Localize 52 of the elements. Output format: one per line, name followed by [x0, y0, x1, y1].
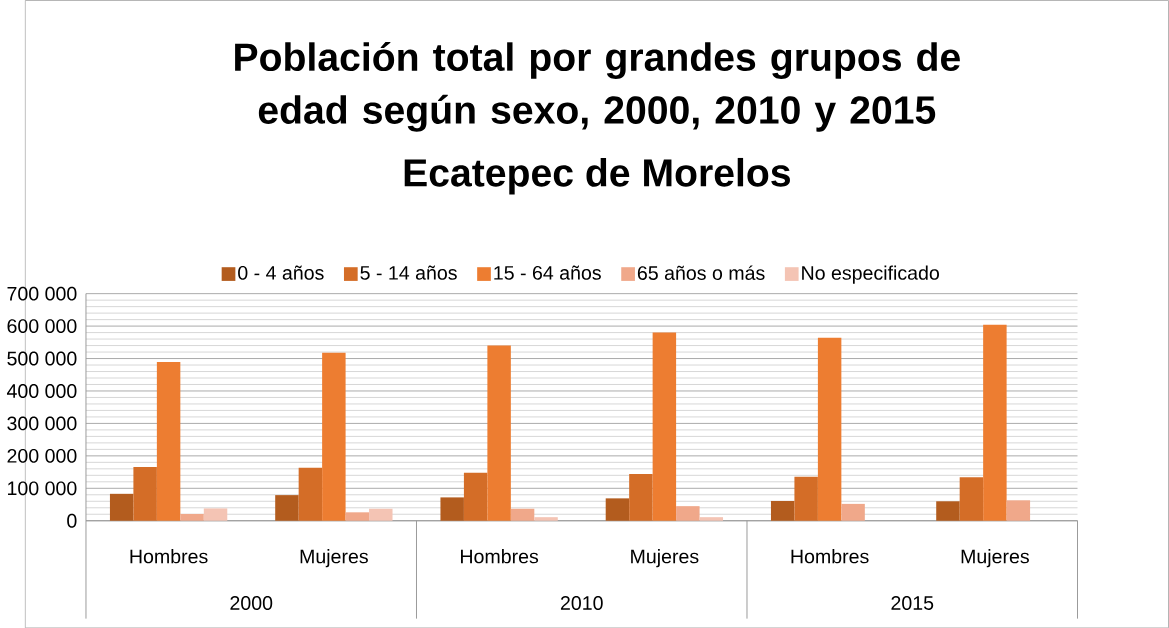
- bar: [817, 337, 842, 521]
- bar: [322, 352, 346, 521]
- y-tick-label: 200 000: [7, 448, 77, 463]
- bar: [983, 324, 1007, 521]
- bar: [959, 477, 984, 521]
- bar: [369, 508, 393, 521]
- bar: [1006, 500, 1031, 521]
- bar: [676, 505, 700, 521]
- bar: [275, 494, 299, 521]
- bar: [841, 503, 865, 521]
- x-tick-label: Hombres: [130, 548, 208, 564]
- text: 2010: [560, 595, 603, 610]
- bar: [203, 508, 228, 521]
- y-tick-label: 600 000: [7, 318, 77, 333]
- x-tick-label: Mujeres: [300, 548, 368, 568]
- chart-subtitle: Ecatepec de Morelos: [404, 157, 790, 195]
- bar: [156, 361, 181, 521]
- bar: [180, 513, 204, 521]
- bar: [487, 345, 511, 521]
- bar: [652, 332, 677, 521]
- text: 2000: [230, 595, 273, 610]
- text: 2015: [891, 595, 934, 610]
- bar: [109, 493, 134, 521]
- bar: [629, 473, 653, 521]
- y-tick-label: 300 000: [7, 416, 77, 431]
- bar: [605, 498, 630, 521]
- bar: [463, 472, 488, 521]
- bar: [298, 467, 323, 521]
- bar: [345, 512, 370, 521]
- legend-label: No especificado: [802, 265, 939, 284]
- bar: [936, 501, 960, 521]
- bar: [770, 500, 795, 521]
- bar: [510, 508, 535, 521]
- chart-title: Población total por grandes grupos de edad según sexo, 2000, 2010 y 2015: [235, 41, 960, 132]
- y-tick-label: 500 000: [7, 351, 77, 366]
- bar: [440, 497, 464, 521]
- y-tick-label: 100 000: [8, 481, 77, 496]
- y-tick-label: 0: [67, 513, 77, 528]
- legend-label: 15 - 64 años: [494, 265, 601, 280]
- bar: [534, 516, 558, 521]
- legend-label: 5 - 14 años: [360, 265, 457, 280]
- y-tick-label: 700 000: [7, 286, 77, 301]
- bar: [699, 516, 724, 521]
- legend-label: 65 años o más: [637, 265, 765, 280]
- x-tick-label: Mujeres: [631, 548, 699, 568]
- bar: [133, 466, 157, 521]
- x-tick-label: Hombres: [791, 548, 869, 564]
- legend-label: 0 - 4 años: [238, 265, 324, 280]
- x-tick-label: Hombres: [461, 548, 539, 564]
- bar: [794, 476, 818, 521]
- y-tick-label: 400 000: [6, 383, 77, 398]
- x-tick-label: Mujeres: [961, 548, 1029, 568]
